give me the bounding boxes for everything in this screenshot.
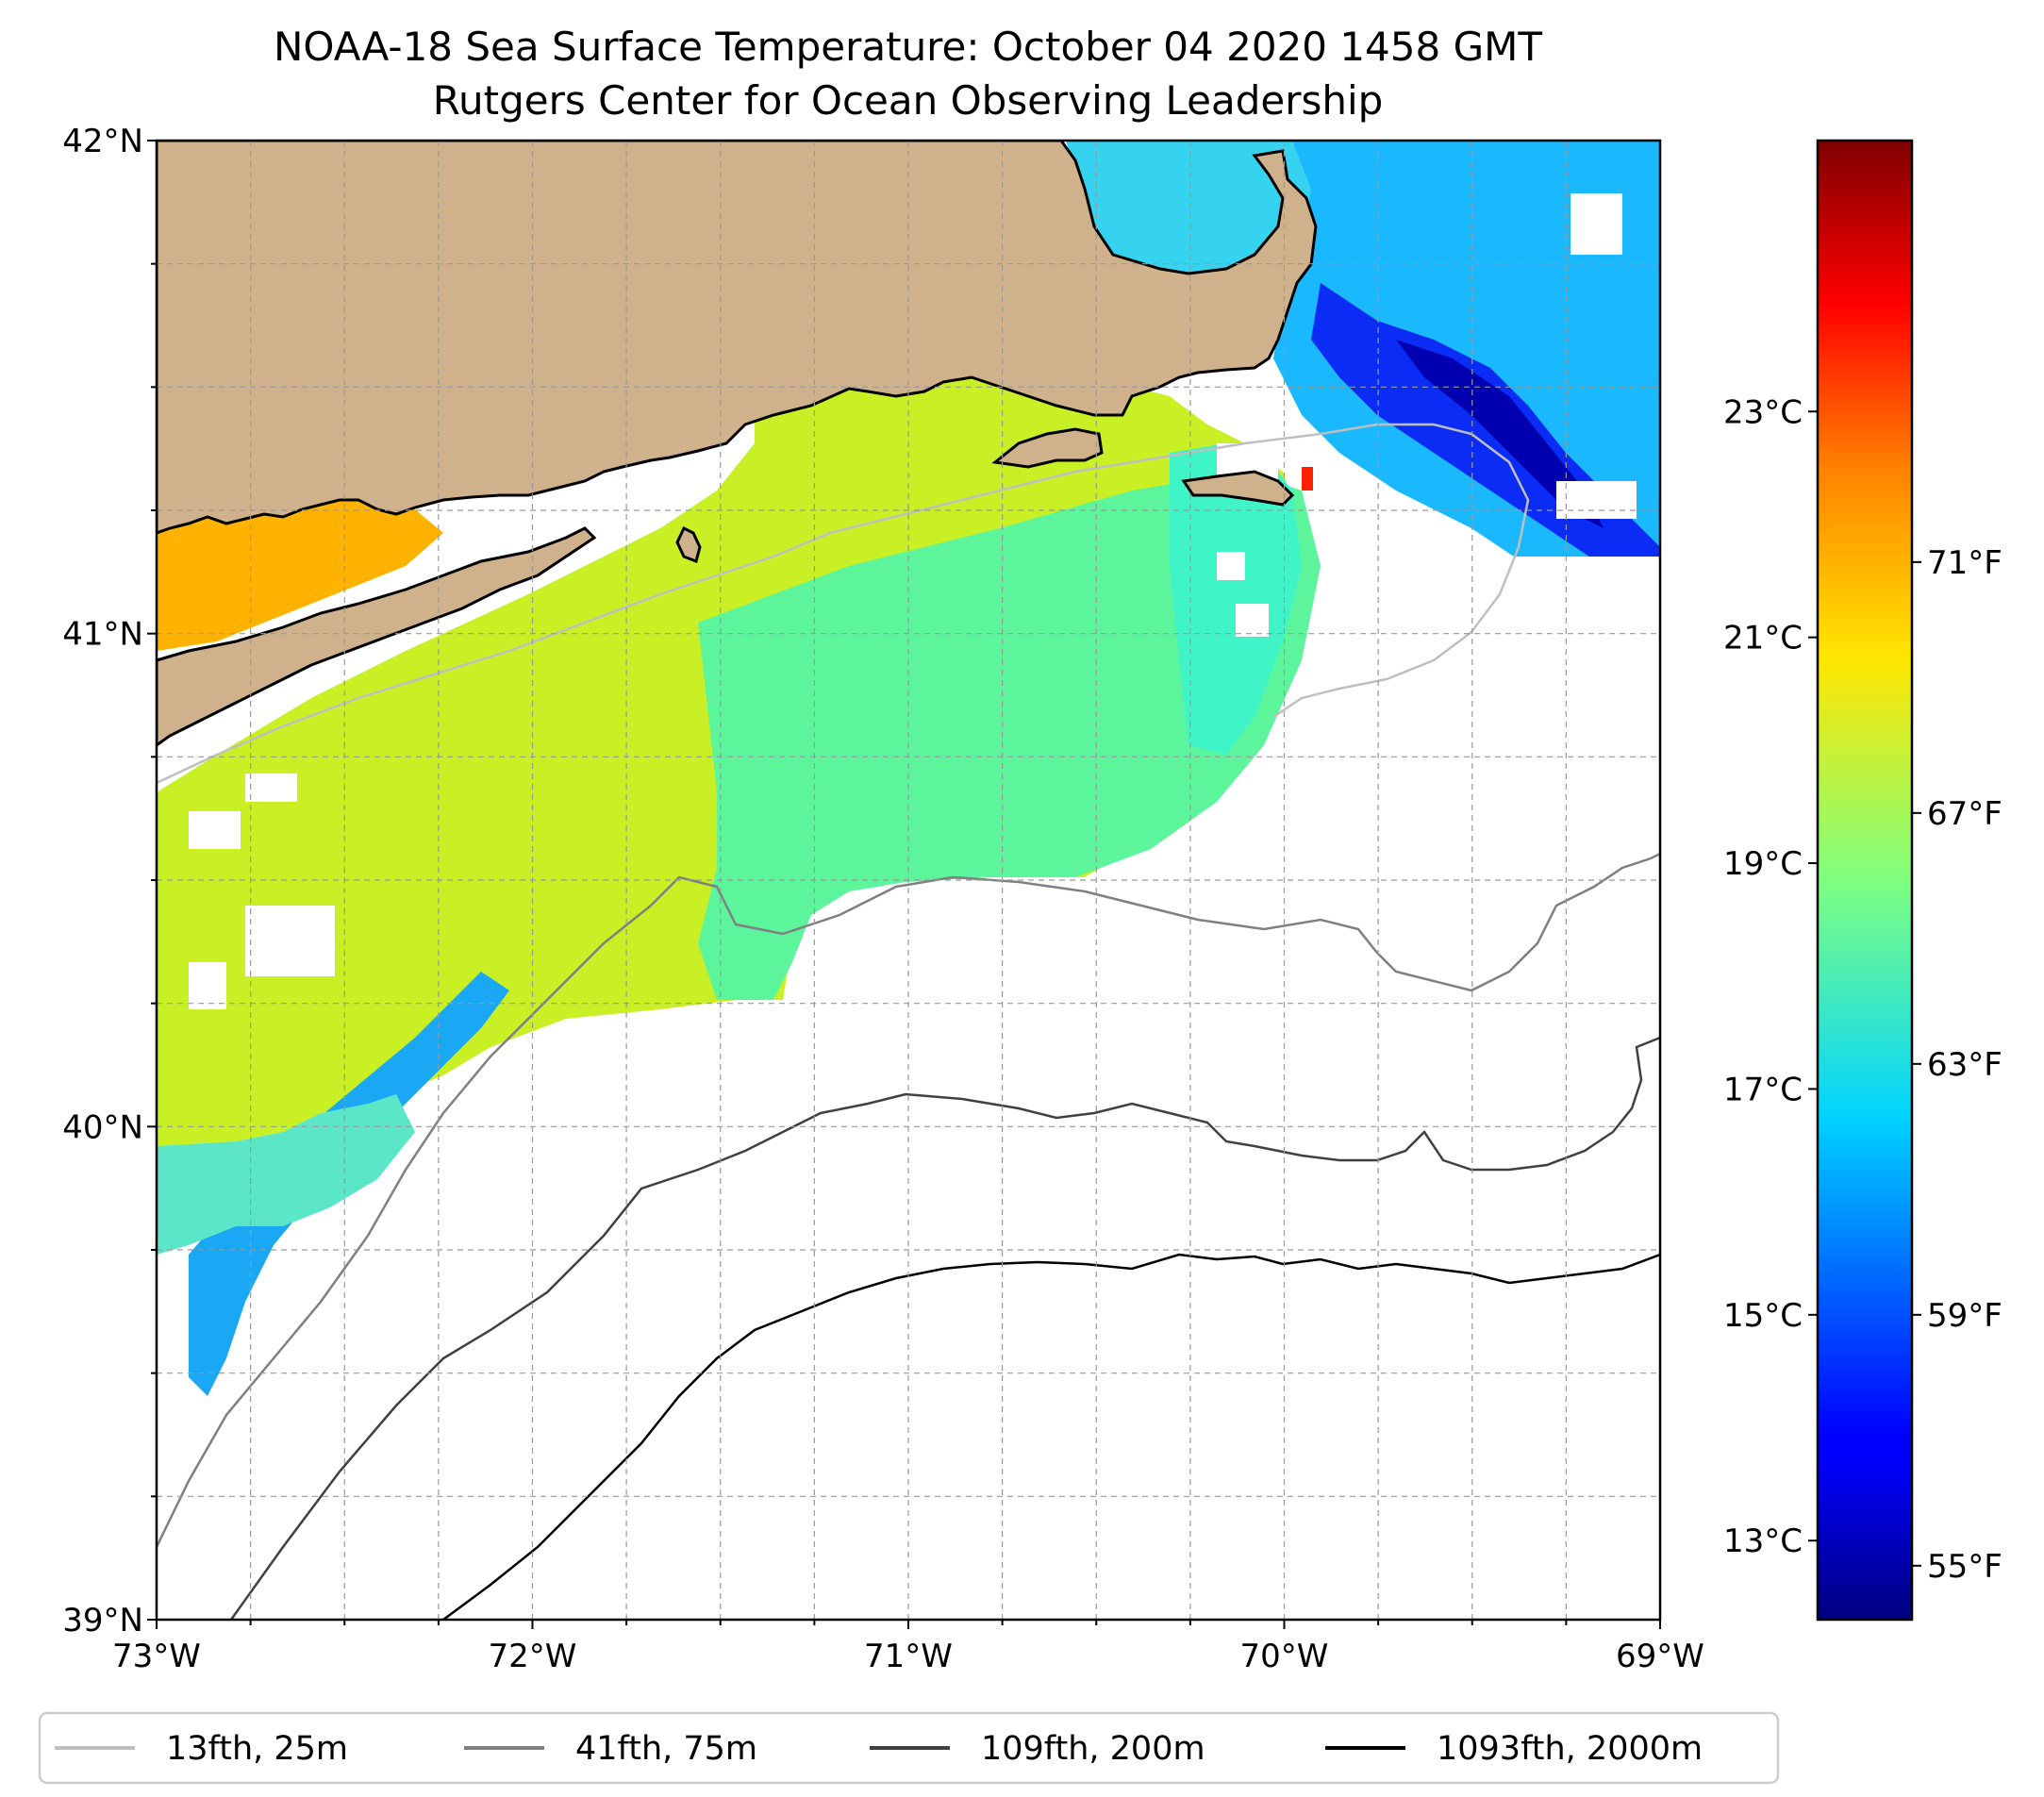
fahrenheit-tick-label: 67°F (1927, 795, 2002, 833)
lat-tick-label: 39°N (62, 1602, 143, 1639)
lat-tick-label: 40°N (62, 1108, 143, 1146)
sst-warm-spot (1302, 467, 1313, 491)
contour-2000m (442, 1253, 1660, 1620)
sst-offshore-cool-region (698, 472, 1321, 1000)
graticule-grid (157, 141, 1660, 1620)
celsius-tick-label: 13°C (1723, 1522, 1803, 1560)
no-data-patch (1236, 604, 1269, 637)
lon-tick-label: 69°W (1616, 1638, 1704, 1675)
celsius-tick-label: 23°C (1723, 393, 1803, 431)
map-axes: 73°W 72°W 71°W 70°W 69°W 42°N 41°N 40°N 39°N (62, 123, 1704, 1675)
chart-subtitle: Rutgers Center for Ocean Observing Leade… (432, 77, 1384, 124)
no-data-cloud-east (1377, 557, 1660, 689)
lat-tick-label: 42°N (62, 123, 143, 160)
fahrenheit-tick-label: 55°F (1927, 1548, 2002, 1586)
colorbar-celsius-axis: 13°C 15°C 17°C 19°C 21°C 23°C (1723, 393, 1818, 1560)
fahrenheit-tick-label: 59°F (1927, 1297, 2002, 1335)
no-data-patch (1556, 481, 1637, 519)
land-block-island (675, 525, 702, 563)
lat-tick-label: 41°N (62, 616, 143, 654)
colorbar-gradient (1816, 139, 1914, 1622)
sst-map (157, 141, 1660, 1620)
no-data-cloud-southeast (1226, 660, 1660, 877)
no-data-patch (1570, 193, 1622, 255)
legend: 13fth, 25m 41fth, 75m 109fth, 200m 1093fth,… (38, 1711, 1780, 1785)
no-data-patch (189, 962, 226, 1009)
no-data-patch (1217, 552, 1245, 580)
land-marthas-vineyard (991, 427, 1104, 469)
celsius-tick-label: 15°C (1723, 1297, 1803, 1335)
chart-title: NOAA-18 Sea Surface Temperature: October… (273, 24, 1543, 70)
land (157, 141, 1318, 747)
celsius-tick-label: 17°C (1723, 1071, 1803, 1108)
colorbar-fahrenheit-axis: 55°F 59°F 63°F 67°F 71°F (1912, 544, 2002, 1586)
fahrenheit-tick-label: 71°F (1927, 544, 2002, 582)
no-data-patch (189, 811, 241, 849)
lon-tick-label: 72°W (489, 1638, 577, 1675)
contour-200m (229, 1036, 1660, 1620)
sst-southwest-lobe (157, 1094, 415, 1255)
sst-cape-cod-bay (1066, 141, 1311, 283)
no-data-patch (245, 774, 297, 802)
sst-long-island-sound-warm (157, 491, 443, 651)
legend-label: 1093fth, 2000m (1437, 1730, 1703, 1768)
legend-label: 13fth, 25m (166, 1730, 348, 1768)
sst-southwest-blue-streak (189, 972, 509, 1396)
no-data-patch (245, 906, 335, 976)
lon-tick-label: 70°W (1240, 1638, 1329, 1675)
sst-coastal-cyan-region (1170, 443, 1302, 755)
land-new-england (157, 141, 1318, 535)
celsius-tick-label: 19°C (1723, 845, 1803, 883)
lon-tick-label: 73°W (112, 1638, 201, 1675)
lon-tick-label: 71°W (864, 1638, 953, 1675)
bathymetry-contours (157, 423, 1660, 1620)
contour-25m (157, 423, 1530, 785)
legend-label: 41fth, 75m (575, 1730, 757, 1768)
celsius-tick-label: 21°C (1723, 620, 1803, 657)
legend-label: 109fth, 200m (981, 1730, 1205, 1768)
sst-field (157, 141, 1660, 1396)
fahrenheit-tick-label: 63°F (1927, 1046, 2002, 1084)
contour-75m (157, 852, 1660, 1548)
land-nantucket (1181, 470, 1295, 507)
colorbar: 13°C 15°C 17°C 19°C 21°C 23°C 55°F 59°F 63°F 67°… (1723, 139, 2002, 1622)
land-long-island (157, 526, 597, 747)
